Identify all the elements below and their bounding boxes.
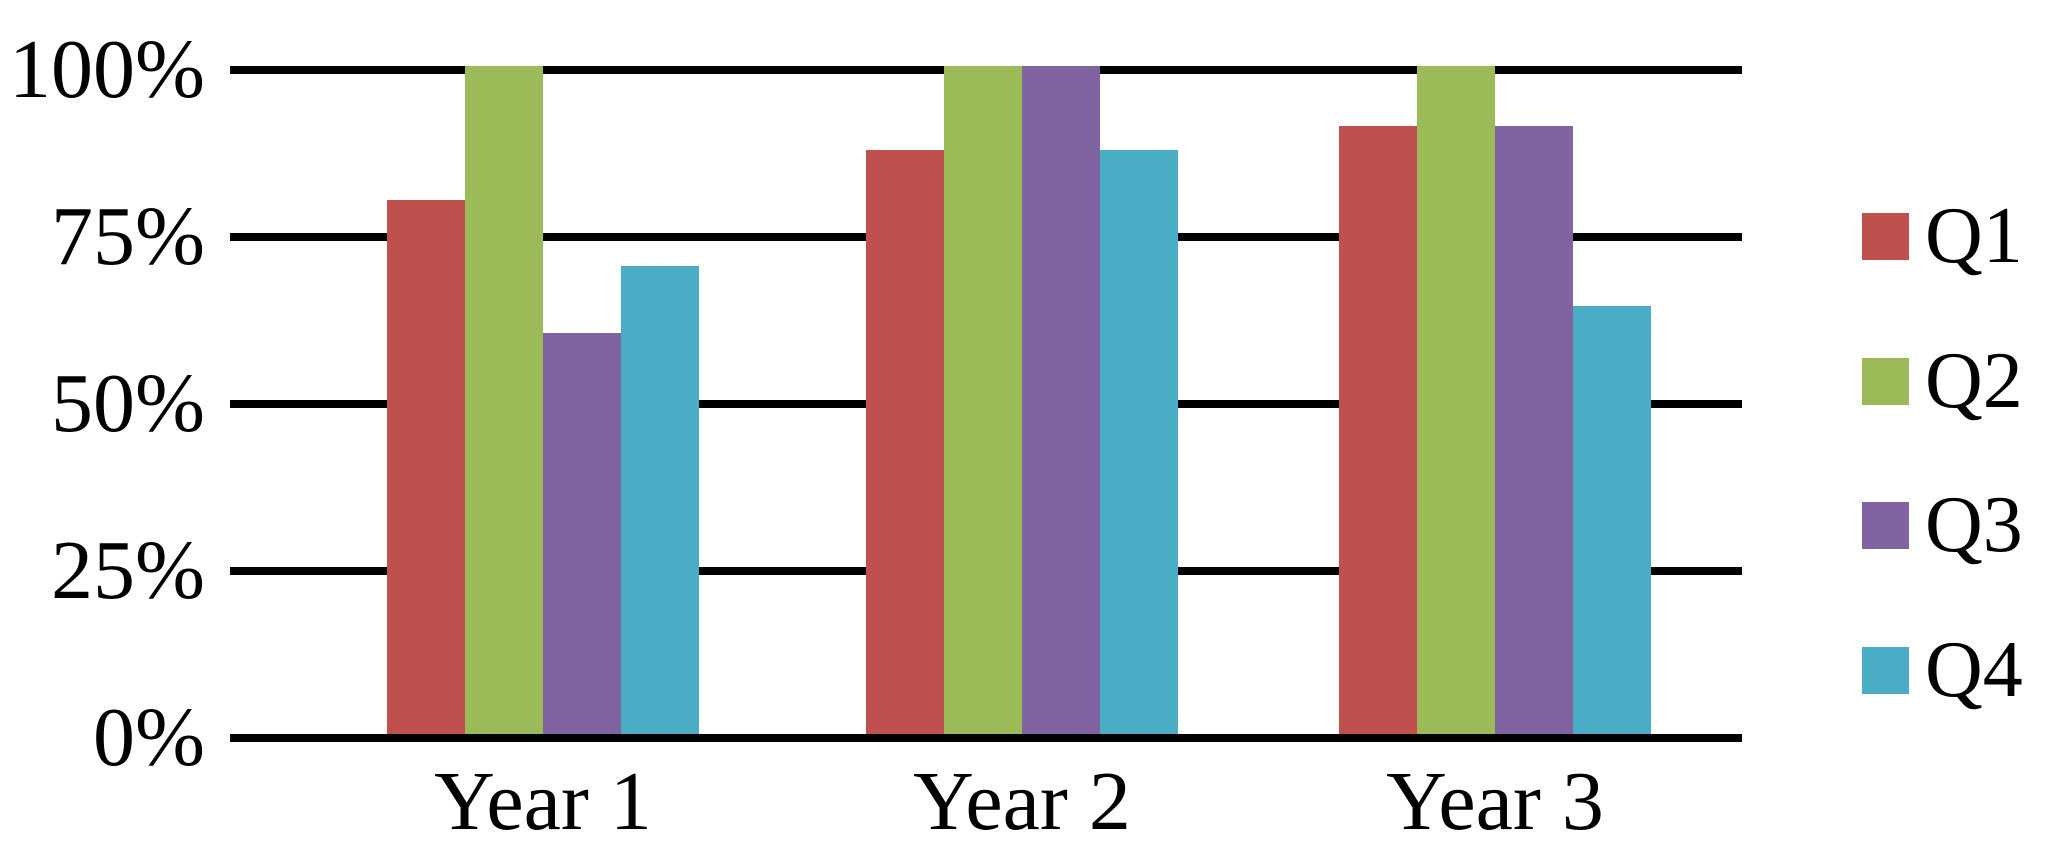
bar-year-3-q4 [1573,306,1651,734]
y-tick-label-100-: 100% [9,23,205,116]
legend-item-q2: Q2 [1862,337,2023,425]
bar-year-2-q2 [944,66,1022,734]
legend-label-q2: Q2 [1925,337,2023,425]
legend-label-q4: Q4 [1925,626,2023,714]
gridline-0- [230,734,1742,742]
legend-swatch-q2 [1862,358,1909,405]
legend-item-q4: Q4 [1862,626,2023,714]
bar-year-3-q1 [1339,126,1417,734]
bar-year-3-q2 [1417,66,1495,734]
legend-label-q3: Q3 [1925,481,2023,569]
bar-year-2-q4 [1100,149,1178,734]
bar-year-2-q1 [866,149,944,734]
legend-item-q1: Q1 [1862,192,2023,280]
bar-year-3-q3 [1495,126,1573,734]
y-tick-label-25-: 25% [51,524,205,617]
legend-swatch-q3 [1862,502,1909,549]
bar-year-1-q4 [621,266,699,734]
x-axis-label-year-1: Year 1 [434,755,652,848]
legend-swatch-q4 [1862,647,1909,694]
y-tick-label-50-: 50% [51,357,205,450]
bar-year-1-q1 [387,199,465,734]
bar-year-2-q3 [1022,66,1100,734]
y-tick-label-0-: 0% [93,691,205,784]
legend-swatch-q1 [1862,213,1909,260]
legend-item-q3: Q3 [1862,481,2023,569]
y-tick-label-75-: 75% [51,190,205,283]
x-axis-label-year-3: Year 3 [1386,755,1604,848]
bar-year-1-q3 [543,333,621,734]
legend-label-q1: Q1 [1925,192,2023,280]
x-axis-label-year-2: Year 2 [913,755,1131,848]
bar-year-1-q2 [465,66,543,734]
